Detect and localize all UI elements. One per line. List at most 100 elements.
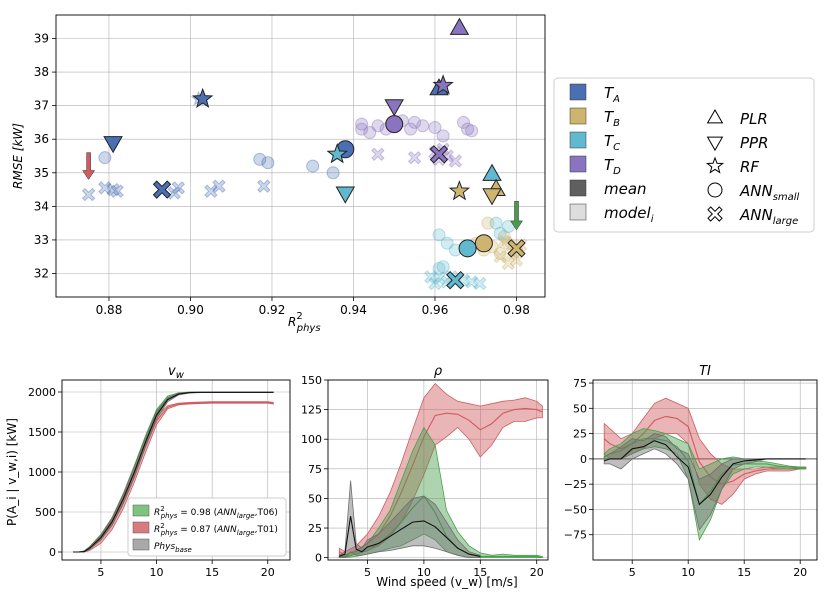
panel-title: vw [168, 364, 185, 381]
model-point [98, 181, 112, 195]
model-point [464, 275, 479, 289]
vw-ylabel: P(A_i | v_w,i) [kW] [5, 418, 19, 526]
scatter-xlabel-main: R [288, 315, 296, 329]
legend-color-swatch [569, 107, 587, 125]
xtick-label: 5 [97, 566, 104, 579]
model-point [436, 129, 450, 143]
scatter-xlabel-sup: 2 [296, 311, 302, 322]
vw-legend-sub: phys [160, 529, 178, 537]
legend-color-label: TC [604, 132, 620, 153]
vw-legend-sup: 2 [160, 522, 164, 530]
vw-legend-swatch [132, 504, 150, 517]
legend-marker-label: PLR [740, 110, 768, 128]
mean-point [326, 143, 348, 164]
mean-point [429, 145, 449, 164]
vw-legend-ann: ANN [216, 508, 237, 518]
scatter-xlabel: R2 phys [288, 311, 321, 334]
ytick-label: 50 [308, 492, 322, 505]
xtick-label: 5 [629, 566, 636, 579]
mean-point [103, 136, 123, 154]
panel-title: TI [699, 364, 711, 379]
legend-label-main: T [604, 156, 615, 174]
scatter-ytick-label: 38 [34, 65, 49, 79]
scatter-xtick-label: 0.90 [177, 303, 204, 317]
ytick-label: 75 [308, 463, 322, 476]
vw-legend-swatch [132, 538, 150, 551]
gray-mean-line [73, 391, 274, 553]
scatter-xtick-label: 0.96 [422, 303, 449, 317]
ytick-label: 1500 [28, 426, 56, 439]
model-point [481, 216, 495, 230]
ytick-label: −75 [564, 529, 587, 542]
rho-panel: 5 10 15 20 0 25 50 75 100 125 150 ρ [301, 364, 549, 579]
legend-color-swatch [569, 131, 587, 149]
model-point [489, 216, 503, 230]
ytick-label: −50 [564, 503, 587, 516]
legend-color-label: TB [604, 108, 620, 129]
ytick-label: 75 [573, 377, 587, 390]
mean-point [482, 188, 502, 206]
red-band [338, 383, 543, 559]
panel-title-main: v [168, 364, 176, 379]
legend-label-sub: C [613, 142, 620, 153]
xtick-label: 20 [793, 566, 807, 579]
vw-legend-frame [127, 497, 287, 557]
model-point [465, 124, 479, 138]
legend-color-label: TA [604, 84, 620, 105]
mean-point [446, 270, 465, 290]
vw-legend-ann: ANN [216, 525, 237, 535]
vw-legend-label: R2 phys = 0.98 (ANNlarge,T06) [154, 505, 278, 520]
legend-label-main: model [604, 204, 652, 222]
vw-legend-sub: base [175, 546, 192, 554]
xtick-label: 10 [150, 566, 164, 579]
scatter-xlabel-sub: phys [296, 323, 321, 334]
xtick-label: 5 [364, 566, 371, 579]
scatter-ytick-label: 36 [34, 132, 49, 146]
scatter-ytick-label: 35 [34, 166, 49, 180]
model-point [493, 246, 507, 260]
ytick-label: 25 [308, 522, 322, 535]
ytick-label: 0 [315, 552, 322, 565]
model-point [493, 226, 507, 240]
model-point [106, 182, 120, 197]
vw-legend-annsub: large [237, 529, 255, 537]
model-point [81, 187, 96, 202]
scatter-xtick-label: 0.94 [340, 303, 367, 317]
legend-label-main: mean [604, 180, 647, 198]
vw-legend-label: R2 phys = 0.87 (ANNlarge,T01) [154, 522, 278, 537]
mean-point [192, 87, 214, 108]
ytick-label: 150 [301, 374, 322, 387]
mean-point [482, 163, 502, 181]
model-point [253, 152, 267, 166]
scatter-ytick-label: 34 [34, 199, 49, 213]
axes-frame [327, 379, 549, 561]
model-point [509, 253, 524, 267]
legend-marker-label: PPR [740, 134, 769, 152]
scatter-ytick-label: 32 [34, 267, 49, 281]
model-point [212, 179, 226, 193]
rho-xlabel: Wind speed (v_w) [m/s] [376, 575, 517, 589]
ytick-label: 50 [573, 402, 587, 415]
legend-label-main: T [604, 132, 615, 150]
ytick-label: 1000 [28, 466, 56, 479]
legend-label-main: ANN [739, 182, 773, 200]
ytick-label: 0 [49, 546, 56, 559]
mean-point [384, 99, 404, 117]
legend-marker-symbol [706, 108, 724, 124]
model-point [371, 119, 385, 133]
legend-label-sub: A [612, 94, 620, 105]
legend-color-swatch [569, 155, 587, 173]
ytick-label: −25 [564, 478, 587, 491]
scatter-xtick-label: 0.88 [96, 303, 123, 317]
legend-label-main: T [604, 84, 615, 102]
model-point [98, 151, 112, 165]
legend-label-sub: i [651, 214, 654, 225]
green-mean-line [339, 495, 543, 559]
xtick-label: 20 [530, 566, 544, 579]
xtick-label: 15 [205, 566, 219, 579]
model-point [461, 122, 475, 136]
mean-point [507, 239, 526, 258]
gray-mean-line [339, 516, 481, 557]
vw-legend-label: Physbase [154, 542, 192, 554]
